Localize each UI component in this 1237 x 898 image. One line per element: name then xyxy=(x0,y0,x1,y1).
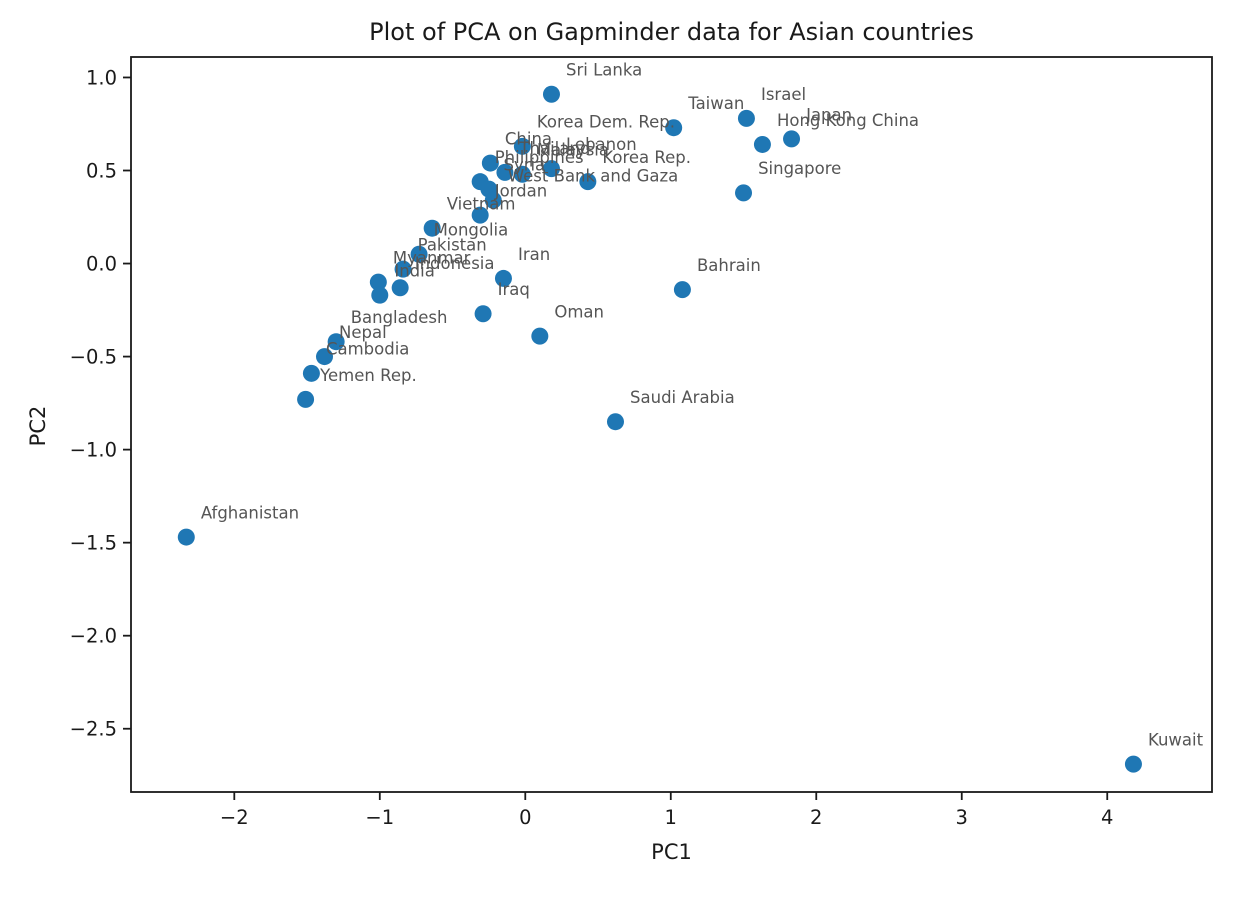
data-point-israel xyxy=(737,109,755,127)
data-point-lebanon xyxy=(542,160,560,178)
country-label-singapore: Singapore xyxy=(758,159,841,178)
data-point-nepal xyxy=(316,348,334,366)
x-tick-label: −2 xyxy=(220,806,249,829)
x-tick-label: 2 xyxy=(810,806,822,829)
data-point-yemen-rep- xyxy=(297,390,315,408)
x-tick-label: −1 xyxy=(365,806,394,829)
country-label-lebanon: Lebanon xyxy=(566,135,637,154)
y-tick-label: −2.5 xyxy=(70,718,117,741)
country-label-saudi-arabia: Saudi Arabia xyxy=(630,388,735,407)
data-point-bangladesh xyxy=(327,333,345,351)
x-tick-label: 3 xyxy=(956,806,968,829)
country-label-taiwan: Taiwan xyxy=(687,94,744,113)
country-label-syria: Syria xyxy=(503,156,545,175)
x-axis-label: PC1 xyxy=(651,840,692,864)
country-label-sri-lanka: Sri Lanka xyxy=(566,61,642,80)
data-point-vietnam xyxy=(423,219,441,237)
country-label-china: China xyxy=(505,129,552,148)
country-label-bahrain: Bahrain xyxy=(697,256,761,275)
data-point-myanmar xyxy=(369,273,387,291)
data-point-oman xyxy=(531,327,549,345)
country-label-israel: Israel xyxy=(761,85,806,104)
data-point-india xyxy=(371,286,389,304)
x-tick-label: 1 xyxy=(665,806,677,829)
y-tick-label: 0.0 xyxy=(86,253,117,276)
country-label-mongolia: Mongolia xyxy=(434,221,509,240)
country-label-afghanistan: Afghanistan xyxy=(201,503,299,522)
data-point-iraq xyxy=(474,305,492,323)
country-label-india: India xyxy=(394,262,435,281)
data-point-hong-kong-china xyxy=(753,135,771,153)
data-point-korea-rep- xyxy=(579,173,597,191)
country-label-bangladesh: Bangladesh xyxy=(351,308,448,327)
data-point-pakistan xyxy=(394,260,412,278)
data-point-jordan xyxy=(471,206,489,224)
country-label-vietnam: Vietnam xyxy=(447,195,516,214)
data-point-malaysia xyxy=(513,165,531,183)
data-point-cambodia xyxy=(302,364,320,382)
country-label-west-bank-and-gaza: West Bank and Gaza xyxy=(508,167,678,186)
country-label-nepal: Nepal xyxy=(339,323,387,342)
y-tick-label: 0.5 xyxy=(86,160,117,183)
data-point-iran xyxy=(494,269,512,287)
country-label-philippines: Philippines xyxy=(495,148,584,167)
country-label-yemen-rep-: Yemen Rep. xyxy=(319,366,417,385)
country-label-pakistan: Pakistan xyxy=(418,236,487,255)
country-label-hong-kong-china: Hong Kong China xyxy=(777,111,919,130)
country-label-iraq: Iraq xyxy=(498,280,530,299)
data-point-west-bank-and-gaza xyxy=(484,191,502,209)
y-axis-label: PC2 xyxy=(26,405,50,447)
data-point-singapore xyxy=(735,184,753,202)
data-point-taiwan xyxy=(665,119,683,137)
country-label-malaysia: Malaysia xyxy=(537,141,609,160)
data-point-saudi-arabia xyxy=(606,413,624,431)
y-tick-label: −1.5 xyxy=(70,532,117,555)
country-label-cambodia: Cambodia xyxy=(326,340,409,359)
data-point-china xyxy=(481,154,499,172)
data-point-afghanistan xyxy=(177,528,195,546)
data-point-sri-lanka xyxy=(542,85,560,103)
x-tick-label: 4 xyxy=(1101,806,1113,829)
country-label-jordan: Jordan xyxy=(494,182,548,201)
y-tick-label: 1.0 xyxy=(86,66,117,89)
country-label-iran: Iran xyxy=(518,245,550,264)
country-label-korea-rep-: Korea Rep. xyxy=(602,148,691,167)
data-point-bahrain xyxy=(673,281,691,299)
country-label-korea-dem-rep-: Korea Dem. Rep. xyxy=(537,113,675,132)
y-tick-label: −1.0 xyxy=(70,439,117,462)
data-point-korea-dem-rep- xyxy=(513,137,531,155)
data-point-thailand xyxy=(496,163,514,181)
y-tick-label: −2.0 xyxy=(70,625,117,648)
figure-title: Plot of PCA on Gapminder data for Asian … xyxy=(369,18,974,46)
country-label-oman: Oman xyxy=(554,303,604,322)
data-point-kuwait xyxy=(1124,755,1142,773)
data-point-indonesia xyxy=(391,279,409,297)
country-label-kuwait: Kuwait xyxy=(1148,730,1204,749)
data-point-japan xyxy=(783,130,801,148)
data-point-mongolia xyxy=(410,245,428,263)
y-tick-label: −0.5 xyxy=(70,346,117,369)
country-label-indonesia: Indonesia xyxy=(415,254,495,273)
x-tick-label: 0 xyxy=(519,806,531,829)
country-label-myanmar: Myanmar xyxy=(393,249,471,268)
country-label-thailand: Thailand xyxy=(518,139,590,158)
country-label-japan: Japan xyxy=(805,105,852,124)
